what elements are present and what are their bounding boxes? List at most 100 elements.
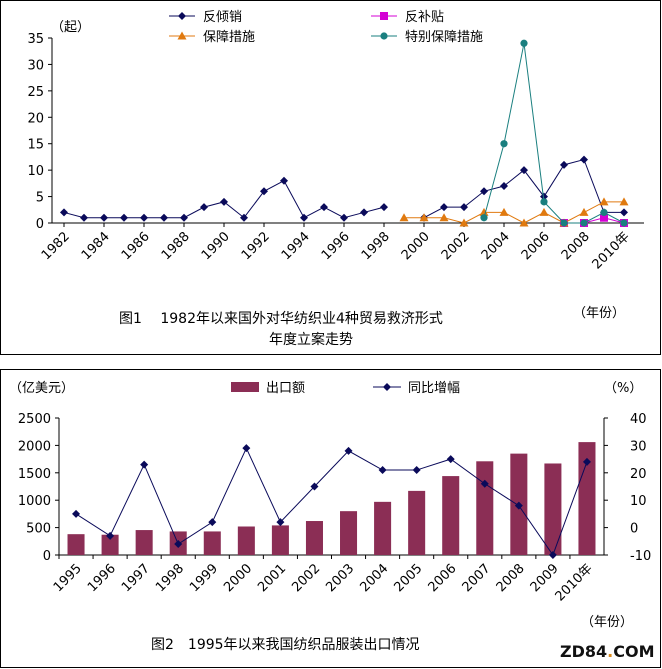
- chart1-data-point: [600, 213, 608, 222]
- chart1-x-tick-label: 1992: [239, 229, 273, 263]
- chart1-legend-item: 反倾销: [169, 10, 242, 25]
- chart1-data-point: [579, 207, 589, 216]
- chart1-data-point: [80, 213, 88, 222]
- chart1-series-2: [399, 197, 629, 227]
- chart1-x-tick-label: 2010年: [590, 229, 633, 272]
- chart2-growth-point: [582, 457, 591, 466]
- chart1-series-1: [560, 213, 628, 227]
- chart2-x-axis-label: （年份）: [581, 615, 633, 630]
- chart2-right-tick-label: 10: [630, 494, 647, 509]
- chart2-right-axis-label: （%）: [604, 381, 642, 396]
- chart2-left-tick-label: 2500: [18, 412, 51, 427]
- chart2-legend-line-label: 同比增幅: [408, 381, 460, 396]
- chart1-data-point: [180, 213, 188, 222]
- chart2-right-tick-label: 0: [630, 522, 638, 537]
- chart2-bar: [340, 511, 358, 555]
- chart2-x-tick-label: 2002: [289, 561, 323, 595]
- chart1-y-axis-label: （起）: [51, 20, 90, 35]
- chart2-growth-line: [75, 446, 588, 557]
- chart1-data-point: [399, 213, 409, 222]
- chart1-x-tick-label: 1988: [159, 229, 193, 263]
- chart1-y-tick-label: 35: [27, 32, 44, 47]
- chart1-legend-marker: [178, 12, 186, 20]
- chart1-data-point: [60, 208, 68, 217]
- chart2-frame: 0 500 1000 1500 2000 2500 -10 0 10 20 30 40 1995 1996…: [0, 369, 661, 668]
- chart1-data-point: [560, 219, 568, 227]
- chart1-data-point: [240, 213, 248, 222]
- chart2-bar: [442, 476, 460, 555]
- chart2-bar: [67, 534, 85, 555]
- chart1-data-point: [220, 197, 228, 206]
- chart1-data-point: [580, 219, 588, 227]
- chart1-caption-line1: 图1 1982年以来国外对华纺织业4种贸易救济形式: [119, 311, 443, 327]
- chart2-growth-point: [106, 531, 115, 540]
- chart1-y-tick-label: 10: [27, 164, 44, 179]
- chart2-right-tick-label: 30: [630, 439, 647, 454]
- chart1-data-point: [320, 203, 328, 212]
- chart1-data-point: [440, 203, 448, 212]
- chart1-data-point: [480, 187, 488, 196]
- svg-text:ZD84.COM: ZD84.COM: [560, 642, 655, 661]
- chart2-x-tick-label: 2003: [323, 561, 357, 595]
- chart2-bar: [203, 531, 221, 555]
- chart1-legend-label: 保障措施: [203, 30, 255, 45]
- chart1-legend-item: 保障措施: [169, 30, 255, 45]
- chart1-x-tick-label: 1998: [359, 229, 393, 263]
- chart1-data-point: [380, 203, 388, 212]
- chart2-x-tick-label: 1995: [51, 561, 85, 595]
- chart1-data-point: [439, 213, 449, 222]
- chart1-data-point: [300, 213, 308, 222]
- chart1-data-point: [140, 213, 148, 222]
- chart1-legend-item: 反补贴: [371, 10, 444, 25]
- chart2-legend-bar-swatch: [231, 382, 259, 392]
- chart1-data-point: [540, 192, 548, 201]
- chart1-data-point: [499, 207, 509, 216]
- chart1-data-point: [600, 208, 608, 217]
- chart1-legend-marker: [177, 31, 187, 40]
- chart2-left-tick-label: 1500: [18, 467, 51, 482]
- chart2-bar: [135, 530, 153, 555]
- chart1-legend-item: 特别保障措施: [371, 30, 483, 45]
- chart1-data-point: [280, 176, 288, 185]
- chart2-right-tick-label: 40: [630, 412, 647, 427]
- chart2-growth-point: [378, 466, 387, 475]
- chart2-growth-point: [242, 444, 251, 453]
- chart1-data-point: [160, 213, 168, 222]
- chart1-x-tick-label: 2004: [479, 229, 513, 263]
- chart2-x-tick-label: 2006: [426, 561, 460, 595]
- chart2-growth-point: [412, 466, 421, 475]
- chart1-data-point: [340, 213, 348, 222]
- chart1-x-tick-label: 1984: [79, 229, 113, 263]
- chart2-growth-point: [344, 446, 353, 455]
- chart2-growth-point: [310, 482, 319, 491]
- chart2-bar: [305, 521, 323, 555]
- chart2-bar: [476, 461, 494, 555]
- chart1-series-line: [404, 201, 624, 224]
- chart1-x-tick-label: 2006: [519, 229, 553, 263]
- chart1-x-tick-label: 1994: [279, 229, 313, 263]
- chart2-svg: 0 500 1000 1500 2000 2500 -10 0 10 20 30 40 1995 1996…: [9, 381, 655, 661]
- chart1-data-point: [419, 213, 429, 222]
- chart1-data-point: [519, 218, 529, 227]
- chart1-data-point: [599, 197, 609, 206]
- chart1-series-0: [60, 155, 628, 222]
- chart2-bar: [271, 525, 289, 555]
- chart1-y-tick-label: 30: [27, 58, 44, 73]
- chart2-x-tick-label: 2007: [460, 561, 494, 595]
- chart1-data-point: [580, 155, 588, 164]
- chart1-x-tick-label: 2008: [559, 229, 593, 263]
- watermark: ZD84.COM: [560, 642, 655, 661]
- chart1-data-point: [500, 182, 508, 190]
- chart1-x-tick-label: 1982: [39, 229, 73, 263]
- chart2-legend-bar-label: 出口额: [266, 381, 305, 396]
- chart1-x-tick-label: 1986: [119, 229, 153, 263]
- chart2-legend-line-marker: [383, 383, 391, 391]
- chart1-data-point: [520, 39, 528, 47]
- chart2-growth-point: [174, 540, 183, 549]
- chart1-x-tick-label: 1990: [199, 229, 233, 263]
- chart2-growth-point: [514, 501, 523, 510]
- chart2-right-tick-label: 20: [630, 467, 647, 482]
- chart2-growth-point: [480, 479, 489, 488]
- chart2-x-tick-label: 1998: [153, 561, 187, 595]
